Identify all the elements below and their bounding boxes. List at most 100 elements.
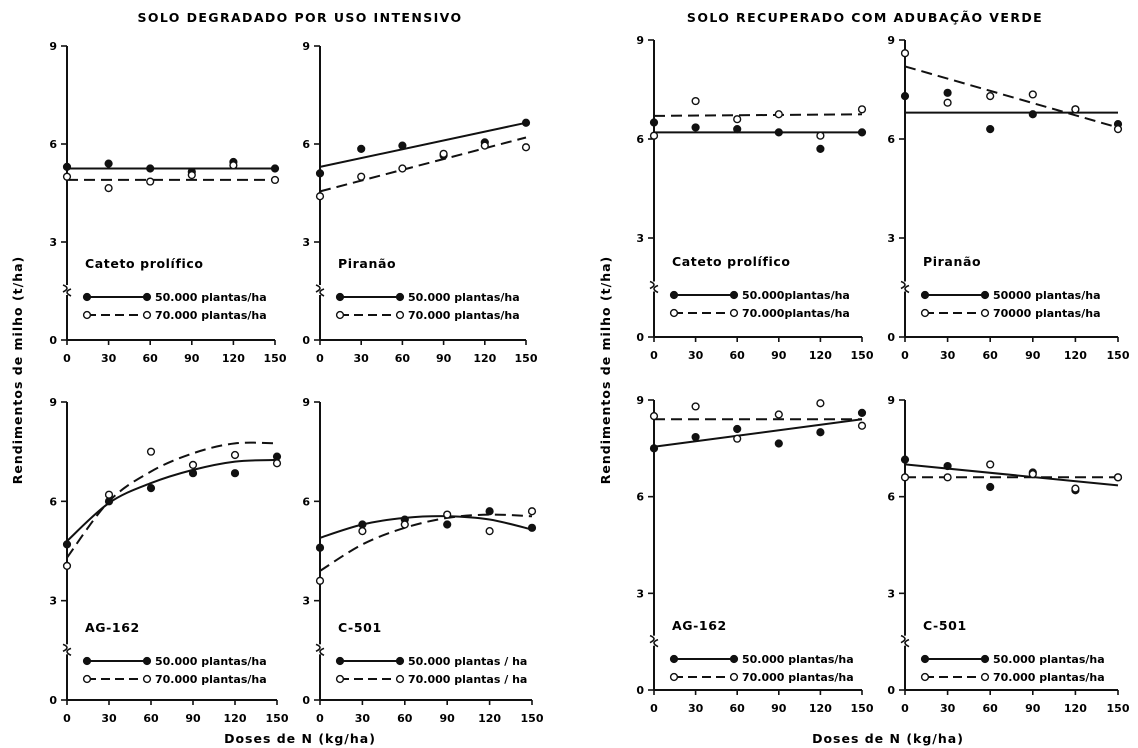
legend-marker xyxy=(920,290,930,300)
data-point-70000 xyxy=(691,96,700,106)
legend-marker xyxy=(669,654,679,664)
x-tick-label: 0 xyxy=(63,712,71,725)
legend-marker xyxy=(729,672,739,682)
data-point-70000 xyxy=(649,412,659,421)
data-point-70000 xyxy=(188,460,198,470)
left-y-axis-label: Rendimentos de milho (t/ha) xyxy=(10,256,25,485)
data-point-50000 xyxy=(146,483,156,493)
legend-marker xyxy=(82,310,92,320)
legend-marker xyxy=(82,656,92,666)
legend-marker xyxy=(729,308,739,318)
right-y-axis-label: Rendimentos de milho (t/ha) xyxy=(598,256,613,485)
data-point-50000 xyxy=(691,432,700,442)
legend-entry: 70.000 plantas/ha xyxy=(155,309,267,322)
x-tick-label: 120 xyxy=(1064,702,1087,715)
y-tick-label: 6 xyxy=(887,133,895,146)
legend-entry: 50.000 plantas/ha xyxy=(993,653,1105,666)
legend-marker xyxy=(82,292,92,302)
legend-entry: 50.000 plantas/ha xyxy=(155,291,267,304)
axis-break-mark xyxy=(315,643,321,653)
cultivar-label: C-501 xyxy=(338,620,382,635)
x-tick-label: 30 xyxy=(940,702,956,715)
x-tick-label: 150 xyxy=(851,349,874,362)
y-tick-label: 6 xyxy=(49,138,57,151)
legend-entry: 70.000 plantas/ha xyxy=(408,309,520,322)
x-tick-label: 120 xyxy=(222,352,245,365)
x-tick-label: 0 xyxy=(650,349,658,362)
data-point-70000 xyxy=(146,447,156,456)
fit-line-70000 xyxy=(904,65,1119,129)
data-point-50000 xyxy=(857,408,867,417)
fit-line-50000 xyxy=(66,458,278,542)
y-tick-label: 3 xyxy=(887,587,895,600)
legend-marker xyxy=(142,310,152,320)
data-point-70000 xyxy=(733,434,742,443)
y-tick-label: 3 xyxy=(302,595,310,608)
data-point-50000 xyxy=(188,469,198,478)
y-tick-label: 0 xyxy=(887,331,895,344)
y-tick-label: 6 xyxy=(887,491,895,504)
axis-break-mark xyxy=(62,643,68,653)
data-point-50000 xyxy=(230,469,240,478)
data-point-70000 xyxy=(104,184,113,193)
data-point-70000 xyxy=(400,520,409,529)
data-point-50000 xyxy=(104,497,114,506)
x-tick-label: 90 xyxy=(771,349,787,362)
legend-marker xyxy=(729,654,739,664)
x-tick-label: 60 xyxy=(143,352,159,365)
legend-entry: 70.000 plantas/ha xyxy=(155,673,267,686)
data-point-70000 xyxy=(943,98,952,107)
legend-entry: 50.000 plantas / ha xyxy=(408,655,527,668)
data-point-70000 xyxy=(443,510,452,519)
data-point-70000 xyxy=(146,177,155,186)
y-tick-label: 3 xyxy=(887,232,895,245)
data-point-70000 xyxy=(398,164,407,173)
y-tick-label: 6 xyxy=(636,491,644,504)
fit-line-50000 xyxy=(319,515,533,539)
x-tick-label: 60 xyxy=(395,352,411,365)
x-tick-label: 30 xyxy=(688,702,704,715)
legend-marker xyxy=(335,656,345,666)
legend-marker xyxy=(142,656,152,666)
fit-line-70000 xyxy=(653,113,863,117)
data-point-70000 xyxy=(857,105,867,114)
x-tick-label: 90 xyxy=(184,352,200,365)
axis-break-mark xyxy=(653,638,659,648)
cultivar-label: AG-162 xyxy=(85,620,140,635)
x-tick-label: 0 xyxy=(650,702,658,715)
y-tick-label: 6 xyxy=(302,138,310,151)
axis-break-mark xyxy=(62,284,68,293)
data-point-70000 xyxy=(230,450,240,460)
x-tick-label: 0 xyxy=(316,712,324,725)
fit-line-70000 xyxy=(319,136,527,193)
y-tick-label: 6 xyxy=(636,133,644,146)
x-tick-label: 60 xyxy=(143,712,159,725)
x-tick-label: 60 xyxy=(397,712,413,725)
legend-marker xyxy=(920,308,930,318)
data-point-70000 xyxy=(900,49,910,58)
x-tick-label: 90 xyxy=(1025,349,1041,362)
data-point-50000 xyxy=(521,118,531,127)
y-tick-label: 0 xyxy=(302,694,310,707)
legend-marker xyxy=(920,672,930,682)
legend-marker xyxy=(980,654,990,664)
y-tick-label: 0 xyxy=(636,331,644,344)
axis-break-mark xyxy=(900,280,906,290)
data-point-50000 xyxy=(733,125,742,134)
legend-marker xyxy=(395,656,405,666)
legend-entry: 50.000 plantas/ha xyxy=(155,655,267,668)
data-point-70000 xyxy=(649,131,659,140)
data-point-70000 xyxy=(900,473,910,482)
legend-marker xyxy=(729,290,739,300)
x-tick-label: 30 xyxy=(354,352,370,365)
axis-break-mark xyxy=(904,638,910,648)
x-tick-label: 0 xyxy=(316,352,324,365)
data-point-70000 xyxy=(229,161,238,170)
x-tick-label: 60 xyxy=(983,349,999,362)
data-point-50000 xyxy=(272,452,282,461)
y-tick-label: 6 xyxy=(49,495,57,508)
